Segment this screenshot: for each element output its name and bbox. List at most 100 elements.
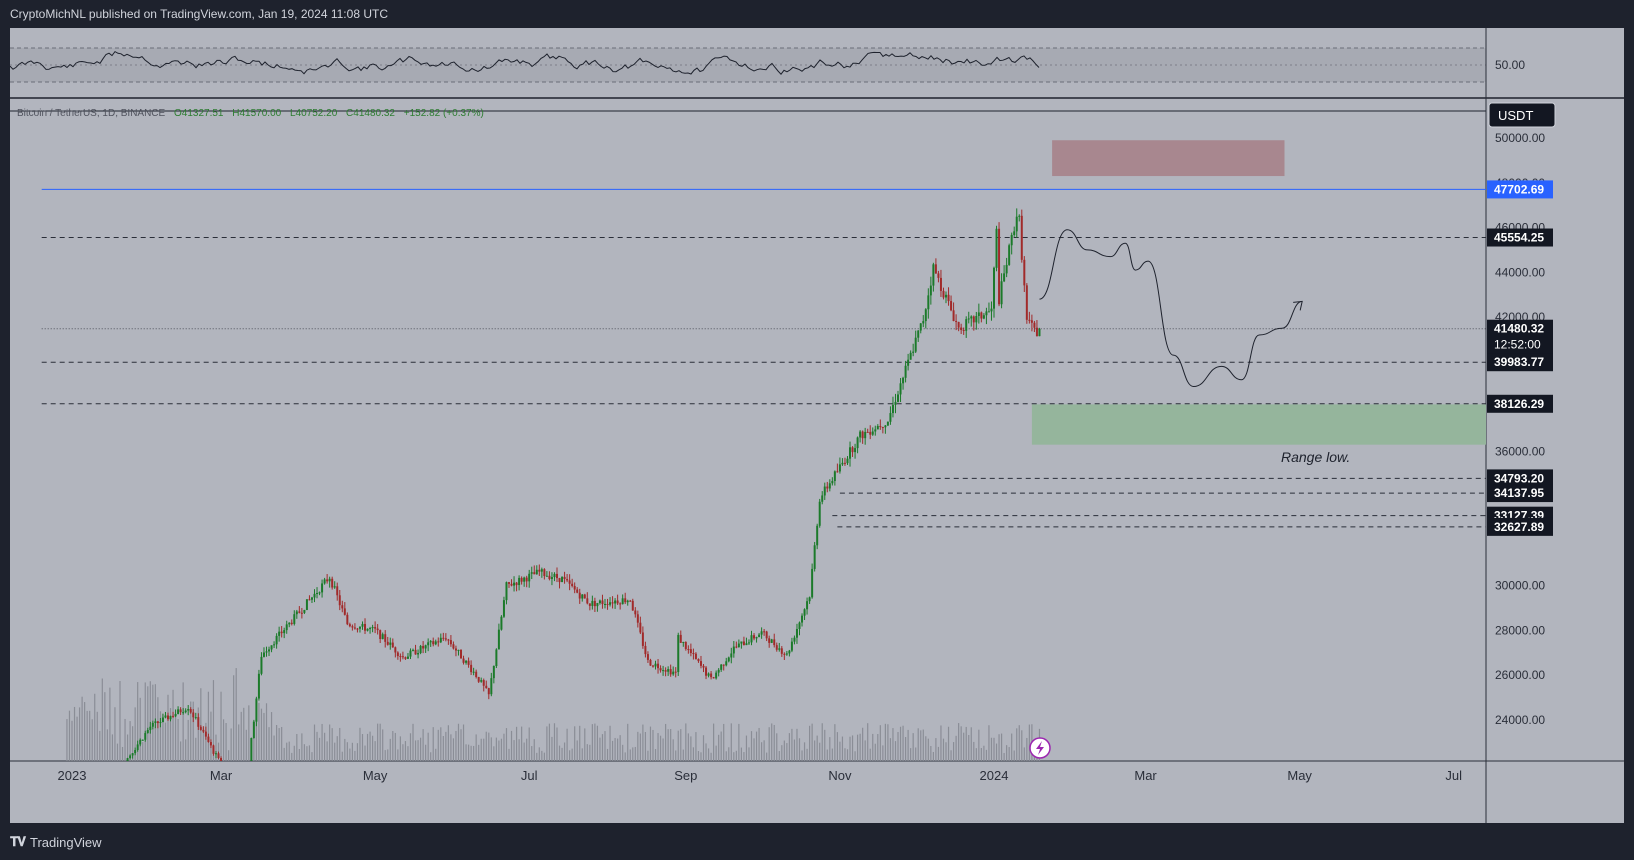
candle-body xyxy=(508,582,511,584)
candle-body xyxy=(937,273,940,278)
candle-body xyxy=(957,321,960,328)
candle-body xyxy=(760,631,763,635)
candle-body xyxy=(1025,285,1028,320)
candle-body xyxy=(351,626,354,628)
candle-body xyxy=(942,290,945,298)
support-zone[interactable] xyxy=(1031,404,1530,445)
candle-body xyxy=(725,661,728,666)
volume-bar xyxy=(599,737,601,761)
volume-bar xyxy=(470,745,472,761)
projection-path[interactable] xyxy=(1039,229,1303,387)
resistance-zone[interactable] xyxy=(1052,140,1285,177)
symbol-line: Bitcoin / TetherUS, 1D, BINANCE O41327.5… xyxy=(17,108,484,119)
volume-bar xyxy=(394,732,396,761)
volume-bar xyxy=(546,726,548,761)
lightning-icon[interactable] xyxy=(1029,737,1051,759)
candle-body xyxy=(876,426,879,430)
volume-bar xyxy=(159,711,162,761)
candle-body xyxy=(707,673,710,676)
volume-bar xyxy=(248,705,250,761)
candle-body xyxy=(480,680,483,682)
tradingview-logo[interactable]: 𝐓𝐕 TradingView xyxy=(10,834,102,850)
candle-body xyxy=(755,637,758,639)
candle-body xyxy=(1030,320,1033,323)
price-chart-svg[interactable]: 50.00 Bitcoin / TetherUS, 1D, BINANCE O4… xyxy=(10,28,1624,823)
range-low-annotation[interactable]: Range low. xyxy=(1281,449,1350,465)
candle-body xyxy=(136,744,139,750)
volume-bar xyxy=(119,681,121,761)
candle-body xyxy=(641,632,644,646)
candle-body xyxy=(209,742,212,746)
volume-bar xyxy=(505,728,508,761)
volume-bar xyxy=(1028,724,1030,761)
candle-body xyxy=(369,628,372,630)
volume-bar xyxy=(970,727,972,761)
volume-bar xyxy=(622,744,624,761)
volume-bar xyxy=(508,748,510,761)
x-tick-label: Nov xyxy=(828,768,852,783)
candle-body xyxy=(833,471,836,481)
x-tick-label: Jul xyxy=(1445,768,1462,783)
volume-bar xyxy=(255,708,257,761)
price-label-text: 34137.95 xyxy=(1494,486,1544,500)
candle-body xyxy=(169,715,172,720)
volume-bar xyxy=(988,725,990,761)
volume-bar xyxy=(132,726,134,761)
volume-bar xyxy=(215,734,217,761)
price-label-text: 32627.89 xyxy=(1494,520,1544,534)
volume-bar xyxy=(576,740,578,761)
candle-body xyxy=(806,601,809,610)
candle-body xyxy=(629,600,632,602)
candle-body xyxy=(1020,215,1023,260)
volume-bar xyxy=(99,730,101,761)
volume-bar xyxy=(821,723,823,761)
candle-body xyxy=(323,579,326,584)
candle-body xyxy=(543,569,546,577)
volume-bar xyxy=(528,727,530,761)
volume-bar xyxy=(473,745,475,761)
chart-area[interactable]: 50.00 Bitcoin / TetherUS, 1D, BINANCE O4… xyxy=(10,28,1624,823)
candle-body xyxy=(399,656,402,658)
volume-bar xyxy=(240,711,242,761)
candle-body xyxy=(902,377,905,384)
volume-bar xyxy=(814,740,816,761)
volume-bar xyxy=(495,737,497,761)
price-label-box xyxy=(1487,394,1553,413)
currency-badge-box[interactable] xyxy=(1488,102,1556,128)
volume-bar xyxy=(515,726,518,761)
candle-body xyxy=(255,698,258,722)
candle-body xyxy=(316,592,319,594)
ohlc-high: H41570.00 xyxy=(232,108,281,119)
volume-bar xyxy=(864,740,866,761)
volume-bar xyxy=(611,740,614,761)
currency-badge[interactable]: USDT xyxy=(1488,102,1556,128)
time-axis[interactable]: 2023 Mar May Jul Sep Nov 2024 Mar May Jul xyxy=(58,768,1463,783)
candle-body xyxy=(616,600,619,604)
candle-body xyxy=(843,462,846,464)
candle-body xyxy=(515,582,518,586)
candle-body xyxy=(909,352,912,360)
candle-body xyxy=(619,603,622,605)
volume-bar xyxy=(190,701,192,761)
candle-body xyxy=(705,667,708,676)
volume-bar xyxy=(142,742,144,761)
candle-body xyxy=(343,608,346,615)
candle-body xyxy=(341,605,344,609)
volume-bar xyxy=(922,729,924,761)
candle-body xyxy=(482,680,485,686)
volume-bar xyxy=(389,738,391,761)
candle-body xyxy=(753,635,756,639)
candle-body xyxy=(318,592,321,594)
volume-bar xyxy=(990,737,993,761)
price-axis[interactable]: 50000.0048000.0046000.0044000.0042000.00… xyxy=(1495,131,1545,727)
volume-bar xyxy=(253,737,255,761)
volume-bar xyxy=(796,728,798,761)
candle-body xyxy=(874,429,877,432)
candle-body xyxy=(621,598,624,605)
ohlc-close: C41480.32 xyxy=(346,108,395,119)
candle-body xyxy=(851,447,854,453)
volume-bar xyxy=(591,724,593,761)
candle-body xyxy=(886,421,889,426)
volume-bar xyxy=(192,701,194,761)
volume-bar xyxy=(104,692,106,761)
